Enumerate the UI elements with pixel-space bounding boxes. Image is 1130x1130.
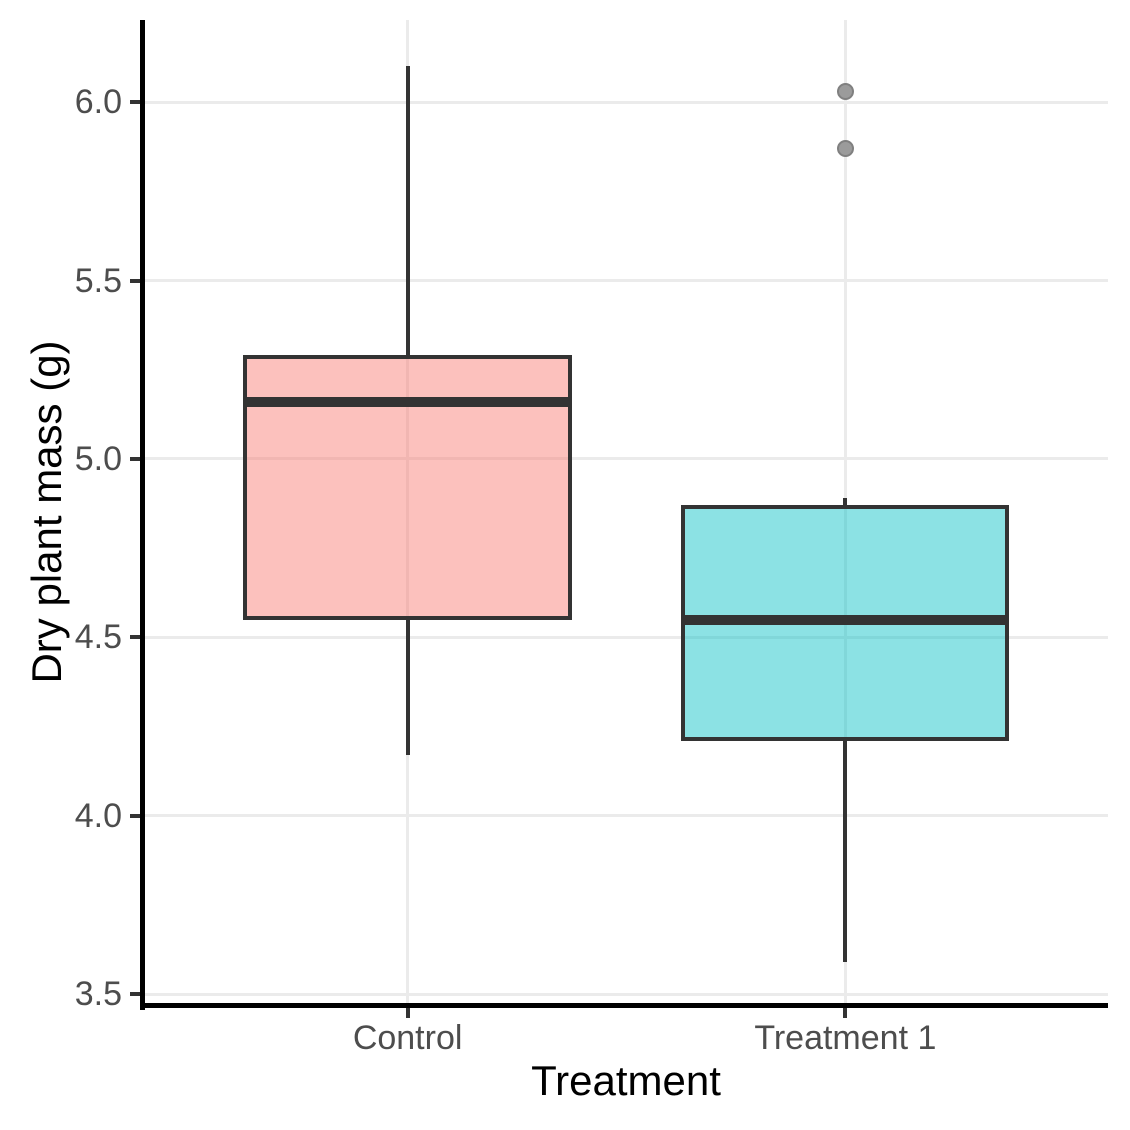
- upper-whisker-control: [405, 66, 410, 356]
- x-axis-title: Treatment: [531, 1057, 721, 1104]
- y-tick-label: 6.0: [74, 83, 122, 122]
- y-tick-label: 5.5: [74, 261, 122, 300]
- y-tick-mark: [130, 100, 140, 105]
- y-axis-line: [140, 20, 145, 1010]
- x-tick-label: Treatment 1: [754, 1019, 937, 1057]
- outlier-point-treatment-1: [836, 82, 854, 100]
- x-tick-label: Control: [352, 1019, 463, 1057]
- y-tick-mark: [130, 813, 140, 818]
- y-tick-mark: [130, 456, 140, 461]
- y-axis-title: Dry plant mass (g): [23, 340, 70, 684]
- h-gridline: [145, 100, 1108, 104]
- y-tick-label: 4.0: [74, 796, 122, 835]
- lower-whisker-control: [405, 619, 410, 756]
- y-tick-mark: [130, 992, 140, 997]
- y-tick-mark: [130, 635, 140, 640]
- y-tick-label: 5.0: [74, 439, 122, 478]
- x-tick-mark: [405, 1008, 410, 1018]
- upper-whisker-treatment-1: [843, 498, 848, 506]
- median-line-control: [243, 396, 572, 407]
- y-tick-label: 3.5: [74, 975, 122, 1014]
- h-gridline: [145, 457, 1108, 461]
- v-gridline: [843, 20, 847, 1005]
- y-tick-mark: [130, 278, 140, 283]
- lower-whisker-treatment-1: [843, 740, 848, 963]
- outlier-point-treatment-1: [836, 139, 854, 157]
- h-gridline: [145, 635, 1108, 639]
- h-gridline: [145, 279, 1108, 283]
- x-axis-line: [140, 1003, 1108, 1008]
- y-tick-label: 4.5: [74, 618, 122, 657]
- h-gridline: [145, 814, 1108, 818]
- v-gridline: [406, 20, 410, 1005]
- x-tick-mark: [843, 1008, 848, 1018]
- median-line-treatment-1: [681, 614, 1010, 625]
- h-gridline: [145, 992, 1108, 996]
